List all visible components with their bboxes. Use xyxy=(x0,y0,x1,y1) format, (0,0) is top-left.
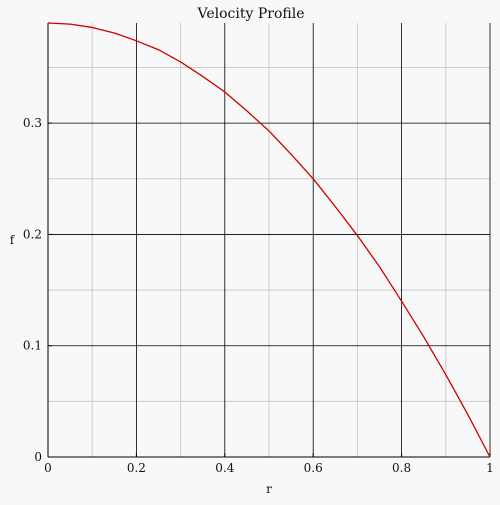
x-tick-label: 0 xyxy=(44,461,52,475)
x-axis-label: r xyxy=(266,482,272,496)
y-tick-label: 0 xyxy=(34,450,42,464)
y-axis-label: f xyxy=(10,233,16,247)
x-tick-label: 0.2 xyxy=(127,461,146,475)
y-tick-label: 0.2 xyxy=(23,227,42,241)
series-layer xyxy=(47,22,491,458)
chart-title: Velocity Profile xyxy=(197,6,305,22)
y-tick-label: 0.3 xyxy=(23,116,42,130)
series-line-0 xyxy=(47,22,491,458)
x-tick-label: 0.6 xyxy=(304,461,323,475)
y-tick-label: 0.1 xyxy=(23,339,42,353)
tick-labels: 0 0.2 0.4 0.6 0.8 1 0 0.1 0.2 0.3 xyxy=(23,116,494,475)
axes xyxy=(47,23,491,458)
x-tick-label: 0.4 xyxy=(215,461,234,475)
x-tick-label: 1 xyxy=(486,461,494,475)
x-tick-label: 0.8 xyxy=(392,461,411,475)
minor-grid xyxy=(48,23,490,457)
major-grid xyxy=(48,23,491,457)
